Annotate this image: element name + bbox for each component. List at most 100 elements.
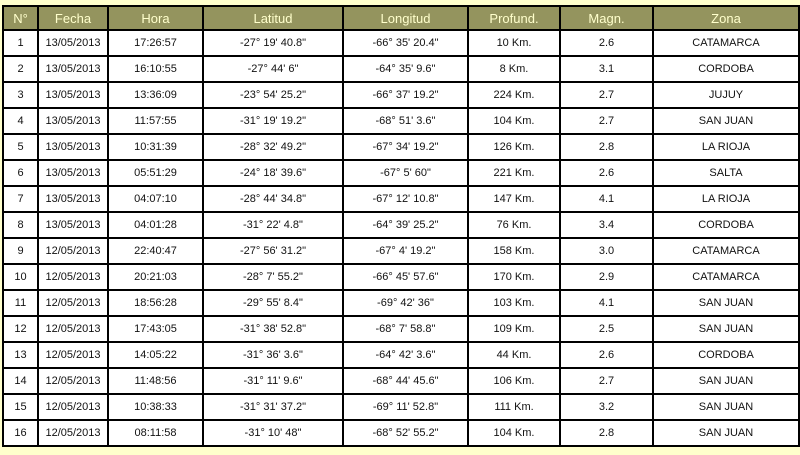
cell-num: 16 (2, 419, 39, 447)
cell-hora: 20:21:03 (107, 263, 204, 291)
cell-hora: 10:31:39 (107, 133, 204, 161)
cell-num: 11 (2, 289, 39, 317)
cell-zona: CORDOBA (652, 211, 800, 239)
cell-magnitud: 2.7 (559, 107, 654, 135)
cell-longitud: -69° 42' 36" (342, 289, 469, 317)
cell-profundidad: 126 Km. (467, 133, 561, 161)
cell-zona: SAN JUAN (652, 419, 800, 447)
cell-latitud: -27° 44' 6" (202, 55, 344, 83)
cell-profundidad: 10 Km. (467, 29, 561, 57)
table-row: 5 13/05/2013 10:31:39 -28° 32' 49.2" -67° 34… (2, 133, 800, 161)
cell-num: 2 (2, 55, 39, 83)
cell-fecha: 12/05/2013 (37, 367, 109, 395)
cell-zona: LA RIOJA (652, 185, 800, 213)
cell-zona: CATAMARCA (652, 263, 800, 291)
cell-longitud: -68° 51' 3.6" (342, 107, 469, 135)
cell-num: 8 (2, 211, 39, 239)
cell-fecha: 12/05/2013 (37, 393, 109, 421)
cell-profundidad: 158 Km. (467, 237, 561, 265)
cell-fecha: 12/05/2013 (37, 341, 109, 369)
cell-magnitud: 4.1 (559, 289, 654, 317)
cell-profundidad: 104 Km. (467, 419, 561, 447)
cell-magnitud: 3.0 (559, 237, 654, 265)
cell-longitud: -67° 12' 10.8" (342, 185, 469, 213)
table-row: 3 13/05/2013 13:36:09 -23° 54' 25.2" -66° 37… (2, 81, 800, 109)
cell-hora: 04:01:28 (107, 211, 204, 239)
table-row: 16 12/05/2013 08:11:58 -31° 10' 48" -68° 52'… (2, 419, 800, 447)
cell-fecha: 13/05/2013 (37, 29, 109, 57)
header-row: N° Fecha Hora Latitud Longitud Profund. Magn. Z… (2, 5, 800, 31)
cell-fecha: 13/05/2013 (37, 211, 109, 239)
cell-magnitud: 2.9 (559, 263, 654, 291)
cell-zona: SALTA (652, 159, 800, 187)
table-row: 10 12/05/2013 20:21:03 -28° 7' 55.2" -66° 45… (2, 263, 800, 291)
cell-latitud: -31° 11' 9.6" (202, 367, 344, 395)
cell-fecha: 12/05/2013 (37, 419, 109, 447)
cell-zona: SAN JUAN (652, 367, 800, 395)
cell-fecha: 12/05/2013 (37, 289, 109, 317)
cell-num: 12 (2, 315, 39, 343)
table-row: 14 12/05/2013 11:48:56 -31° 11' 9.6" -68° 44… (2, 367, 800, 395)
cell-magnitud: 3.1 (559, 55, 654, 83)
cell-longitud: -68° 52' 55.2" (342, 419, 469, 447)
cell-num: 1 (2, 29, 39, 57)
cell-num: 9 (2, 237, 39, 265)
cell-longitud: -66° 45' 57.6" (342, 263, 469, 291)
cell-fecha: 13/05/2013 (37, 133, 109, 161)
cell-longitud: -69° 11' 52.8" (342, 393, 469, 421)
cell-latitud: -27° 56' 31.2" (202, 237, 344, 265)
table-body: 1 13/05/2013 17:26:57 -27° 19' 40.8" -66° 35… (2, 29, 800, 447)
cell-latitud: -28° 32' 49.2" (202, 133, 344, 161)
cell-latitud: -24° 18' 39.6" (202, 159, 344, 187)
cell-longitud: -66° 35' 20.4" (342, 29, 469, 57)
cell-num: 10 (2, 263, 39, 291)
cell-profundidad: 8 Km. (467, 55, 561, 83)
page: N° Fecha Hora Latitud Longitud Profund. Magn. Z… (0, 5, 800, 447)
cell-latitud: -31° 19' 19.2" (202, 107, 344, 135)
cell-hora: 18:56:28 (107, 289, 204, 317)
earthquake-table: N° Fecha Hora Latitud Longitud Profund. Magn. Z… (2, 5, 800, 447)
cell-magnitud: 2.5 (559, 315, 654, 343)
column-header-magnitud: Magn. (559, 5, 654, 31)
cell-fecha: 12/05/2013 (37, 315, 109, 343)
cell-fecha: 12/05/2013 (37, 263, 109, 291)
cell-num: 14 (2, 367, 39, 395)
cell-zona: LA RIOJA (652, 133, 800, 161)
cell-fecha: 13/05/2013 (37, 185, 109, 213)
cell-magnitud: 2.6 (559, 29, 654, 57)
cell-profundidad: 76 Km. (467, 211, 561, 239)
cell-profundidad: 224 Km. (467, 81, 561, 109)
column-header-fecha: Fecha (37, 5, 109, 31)
table-row: 4 13/05/2013 11:57:55 -31° 19' 19.2" -68° 51… (2, 107, 800, 135)
cell-fecha: 12/05/2013 (37, 237, 109, 265)
cell-latitud: -31° 38' 52.8" (202, 315, 344, 343)
column-header-profundidad: Profund. (467, 5, 561, 31)
cell-latitud: -31° 10' 48" (202, 419, 344, 447)
cell-longitud: -64° 42' 3.6" (342, 341, 469, 369)
cell-hora: 08:11:58 (107, 419, 204, 447)
cell-magnitud: 2.8 (559, 133, 654, 161)
cell-longitud: -66° 37' 19.2" (342, 81, 469, 109)
cell-hora: 05:51:29 (107, 159, 204, 187)
column-header-zona: Zona (652, 5, 800, 31)
cell-hora: 16:10:55 (107, 55, 204, 83)
cell-zona: SAN JUAN (652, 289, 800, 317)
cell-longitud: -67° 5' 60" (342, 159, 469, 187)
table-row: 15 12/05/2013 10:38:33 -31° 31' 37.2" -69° 1… (2, 393, 800, 421)
cell-latitud: -28° 7' 55.2" (202, 263, 344, 291)
cell-longitud: -68° 7' 58.8" (342, 315, 469, 343)
cell-zona: SAN JUAN (652, 107, 800, 135)
cell-longitud: -64° 39' 25.2" (342, 211, 469, 239)
table-row: 12 12/05/2013 17:43:05 -31° 38' 52.8" -68° 7… (2, 315, 800, 343)
cell-zona: CATAMARCA (652, 237, 800, 265)
cell-longitud: -64° 35' 9.6" (342, 55, 469, 83)
column-header-latitud: Latitud (202, 5, 344, 31)
cell-hora: 17:26:57 (107, 29, 204, 57)
column-header-hora: Hora (107, 5, 204, 31)
table-row: 8 13/05/2013 04:01:28 -31° 22' 4.8" -64° 39'… (2, 211, 800, 239)
cell-zona: SAN JUAN (652, 315, 800, 343)
cell-magnitud: 2.7 (559, 367, 654, 395)
cell-fecha: 13/05/2013 (37, 55, 109, 83)
cell-zona: SAN JUAN (652, 393, 800, 421)
cell-hora: 10:38:33 (107, 393, 204, 421)
